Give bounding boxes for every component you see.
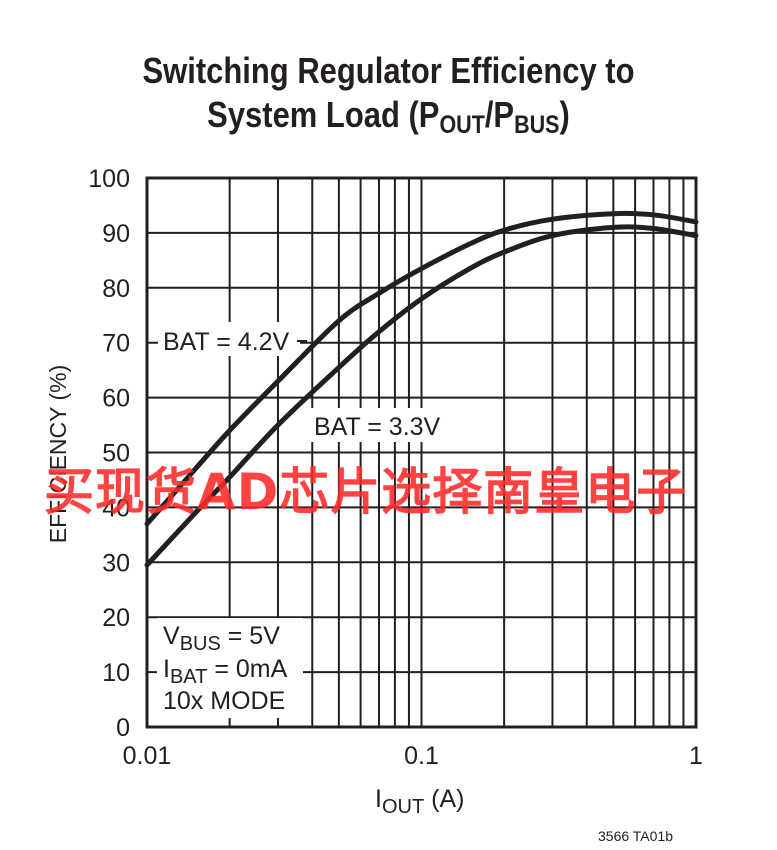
x-tick-labels: 0.01 0.1 1 xyxy=(123,742,703,770)
x-axis-label-main: I xyxy=(375,785,382,813)
grid xyxy=(147,178,696,727)
chart-title-line2: System Load (POUT/PBUS) xyxy=(54,94,722,146)
conditions-bg xyxy=(157,618,303,718)
label-bg-42 xyxy=(158,322,300,356)
x-tick-label: 0.01 xyxy=(123,742,172,770)
y-tick-label: 60 xyxy=(102,385,130,413)
cond-vbus-sub: BUS xyxy=(180,633,221,655)
title-close: ) xyxy=(559,94,570,135)
y-tick-label: 90 xyxy=(102,220,130,248)
y-tick-label: 40 xyxy=(102,494,130,522)
cond-mode: 10x MODE xyxy=(163,687,285,715)
series-label-33: BAT = 3.3V xyxy=(314,413,441,441)
y-tick-label: 100 xyxy=(88,165,130,193)
x-axis-label: IOUT (A) xyxy=(375,785,464,818)
cond-vbus-prefix: V xyxy=(163,622,180,650)
title-slash: /P xyxy=(484,94,515,135)
y-tick-label: 20 xyxy=(102,604,130,632)
cond-ibat-sub: BAT xyxy=(170,666,207,688)
label-bg-33 xyxy=(310,408,446,442)
y-tick-label: 0 xyxy=(116,714,130,742)
y-axis-label: EFFICIENCY (%) xyxy=(45,365,71,543)
series-line-0 xyxy=(144,210,699,527)
title-prefix: System Load (P xyxy=(207,94,440,135)
x-axis-label-unit: (A) xyxy=(424,785,464,813)
figure-id: 3566 TA01b xyxy=(598,828,673,844)
x-tick-label: 0.1 xyxy=(404,742,439,770)
cond-vbus: VBUS = 5V xyxy=(163,622,280,655)
y-tick-label: 30 xyxy=(102,549,130,577)
y-tick-label: 50 xyxy=(102,440,130,468)
x-tick-label: 1 xyxy=(689,742,703,770)
series-label-42: BAT = 4.2V xyxy=(163,328,290,356)
y-tick-label: 70 xyxy=(102,330,130,358)
cond-ibat-prefix: I xyxy=(163,655,170,683)
y-tick-label: 80 xyxy=(102,275,130,303)
cond-vbus-value: = 5V xyxy=(221,622,280,650)
x-axis-label-sub: OUT xyxy=(382,796,424,818)
title-sub-bus: BUS xyxy=(514,111,560,139)
curves xyxy=(144,210,699,568)
cond-ibat: IBAT = 0mA xyxy=(163,655,288,688)
chart-title-line1: Switching Regulator Efficiency to xyxy=(142,50,635,91)
series-line-1 xyxy=(144,224,699,568)
y-tick-label: 10 xyxy=(102,659,130,687)
title-sub-out: OUT xyxy=(439,111,485,139)
cond-ibat-value: = 0mA xyxy=(207,655,287,683)
plot-frame xyxy=(145,176,698,729)
y-tick-labels: 0 10 20 30 40 50 60 70 80 90 100 xyxy=(88,165,130,742)
watermark-text: 买现货AD芯片选择南皇电子 xyxy=(44,463,688,521)
